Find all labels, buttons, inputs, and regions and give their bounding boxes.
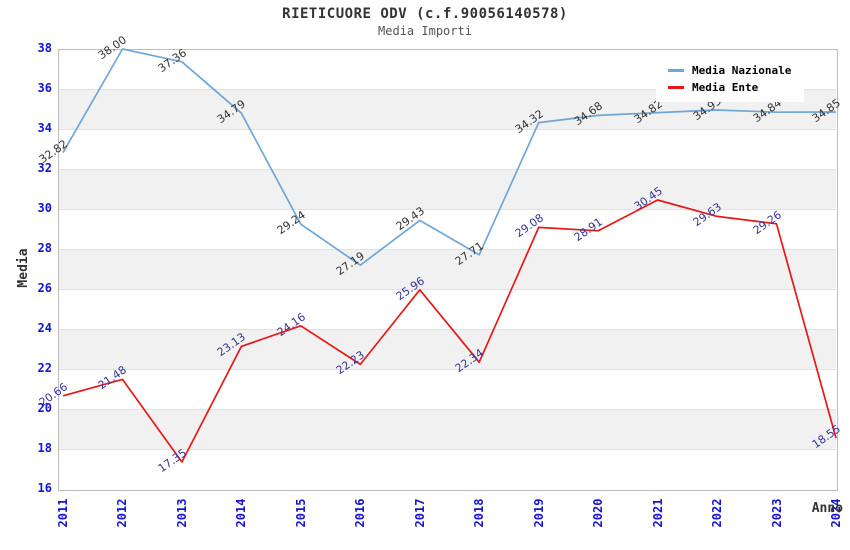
gridline [59, 369, 836, 370]
legend-item: Media Nazionale [668, 62, 804, 79]
legend-line-swatch [668, 69, 684, 72]
y-tick-label: 20 [37, 401, 52, 415]
legend-item-label: Media Ente [692, 81, 759, 94]
x-tick-label: 2022 [710, 498, 725, 528]
x-axis-title: Anno [811, 501, 843, 516]
gridline [59, 129, 836, 130]
grid-band [59, 409, 836, 449]
x-tick-label: 2019 [531, 498, 546, 528]
gridline [59, 329, 836, 330]
y-tick-label: 22 [37, 361, 52, 375]
x-tick-label: 2021 [650, 498, 665, 528]
x-tick-label: 2018 [472, 498, 487, 528]
legend-item-label: Media Nazionale [692, 64, 792, 77]
x-tick-label: 2011 [56, 498, 70, 528]
y-tick-label: 18 [37, 441, 52, 455]
y-tick-label: 24 [37, 321, 52, 335]
chart-subtitle: Media Importi [378, 24, 472, 38]
y-tick-label: 16 [37, 481, 52, 495]
gridline [59, 409, 836, 410]
chart-title: RIETICUORE ODV (c.f.90056140578) [282, 6, 568, 22]
gridline [59, 249, 836, 250]
y-tick-label: 36 [37, 81, 52, 95]
x-tick-label: 2012 [115, 498, 130, 528]
grid-band [59, 249, 836, 289]
y-tick-label: 30 [37, 201, 52, 215]
x-tick-label: 2016 [353, 498, 368, 528]
y-tick-label: 28 [37, 241, 52, 255]
x-tick-label: 2015 [293, 498, 308, 528]
legend: Media Nazionale Media Ente [656, 56, 804, 102]
gridline [59, 289, 836, 290]
y-tick-label: 34 [37, 121, 52, 135]
y-tick-label: 38 [37, 41, 52, 55]
x-tick-label: 2017 [412, 498, 427, 528]
legend-item: Media Ente [668, 79, 804, 96]
x-tick-label: 2020 [591, 498, 606, 528]
legend-line-swatch [668, 86, 684, 89]
x-tick-label: 2014 [234, 498, 249, 528]
grid-band [59, 329, 836, 369]
y-tick-label: 26 [37, 281, 52, 295]
x-tick-label: 2013 [174, 498, 189, 528]
grid-band [59, 169, 836, 209]
y-tick-label: 32 [37, 161, 52, 175]
gridline [59, 169, 836, 170]
